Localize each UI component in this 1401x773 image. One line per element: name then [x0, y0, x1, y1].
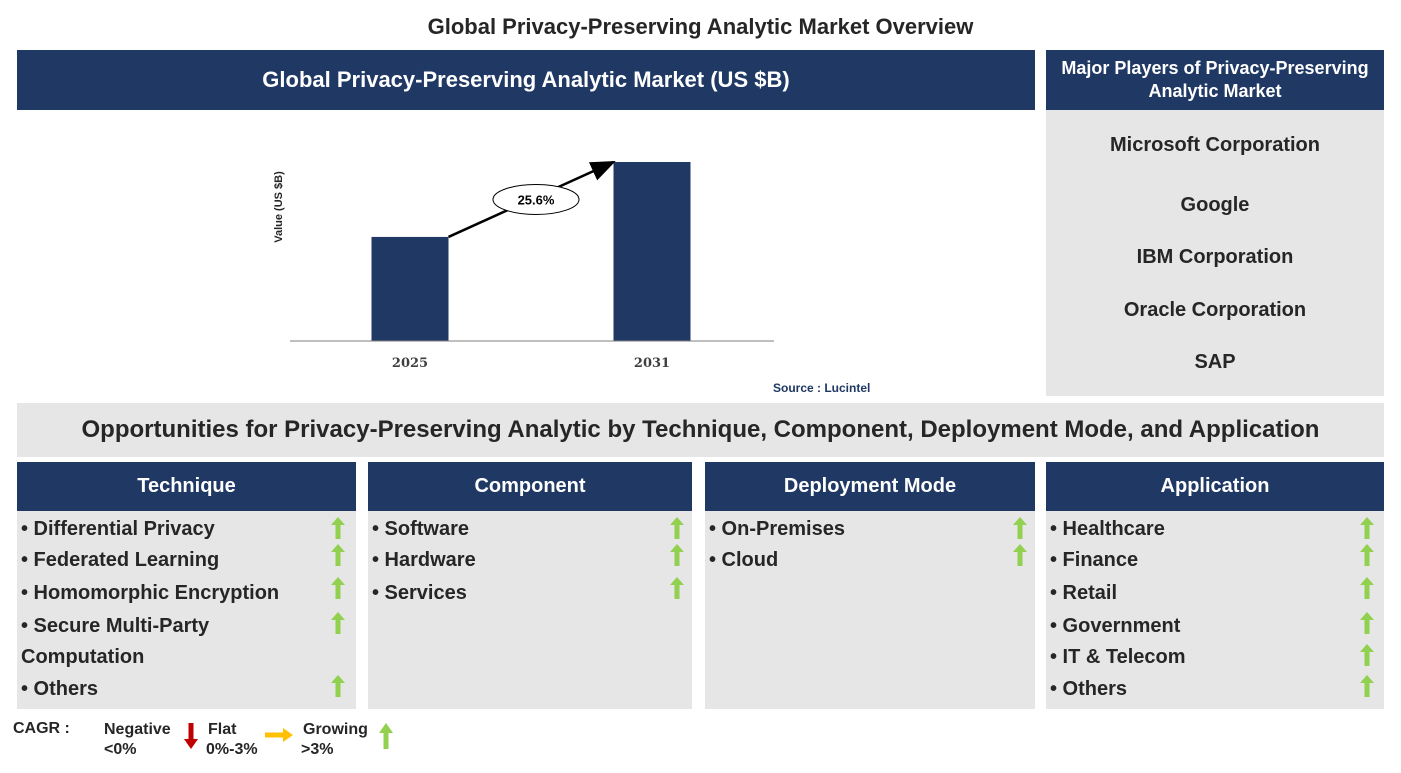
players-header: Major Players of Privacy-Preserving Anal…	[1046, 50, 1384, 110]
x-tick-label: 2031	[634, 356, 670, 371]
cagr-label: 25.6%	[518, 192, 555, 207]
y-axis-label: Value (US $B)	[273, 171, 285, 243]
segment-body-deployment-mode: • On-Premises • Cloud	[705, 511, 1035, 709]
legend-label: CAGR :	[13, 720, 70, 737]
opportunities-title: Opportunities for Privacy-Preserving Ana…	[17, 403, 1384, 457]
bar-2025	[371, 236, 449, 341]
segment-body-component: • Software • Hardware • Services	[368, 511, 692, 709]
arrow-up-icon	[1360, 544, 1374, 566]
arrow-up-icon	[1360, 644, 1374, 666]
player-item: IBM Corporation	[1136, 246, 1294, 268]
segment-item: • Government	[1050, 615, 1181, 637]
legend-negative-range: <0%	[104, 741, 137, 758]
segment-header-component: Component	[368, 462, 692, 511]
segment-item: • Retail	[1050, 582, 1118, 604]
arrow-up-icon	[1360, 577, 1374, 599]
arrow-up-icon	[1360, 612, 1374, 634]
arrow-up-icon	[331, 612, 345, 634]
segment-item: • Software	[372, 518, 470, 540]
legend-flat-title: Flat	[208, 721, 237, 738]
legend-negative-title: Negative	[104, 721, 171, 738]
segment-body-application: • Healthcare • Finance • Retail • Govern…	[1046, 511, 1384, 709]
market-chart: Value (US $B) 25.6% 2025 2031	[273, 160, 774, 371]
arrow-up-icon	[1360, 675, 1374, 697]
legend-growing-range: >3%	[301, 741, 334, 758]
arrow-up-icon	[1013, 544, 1027, 566]
arrow-up-icon	[670, 517, 684, 539]
segment-item: • Secure Multi-Party Computation	[21, 615, 210, 668]
bar-2031	[613, 162, 691, 341]
segment-item: • On-Premises	[709, 518, 845, 540]
segment-header-deployment-mode: Deployment Mode	[705, 462, 1035, 511]
segment-item: • Cloud	[709, 549, 779, 571]
cagr-ellipse	[492, 183, 580, 215]
segment-item: • IT & Telecom	[1050, 646, 1186, 668]
segment-item: • Homomorphic Encryption	[21, 582, 280, 604]
segment-header-technique: Technique	[17, 462, 356, 511]
arrow-up-icon	[331, 517, 345, 539]
arrow-up-icon	[331, 675, 345, 697]
players-panel: Microsoft Corporation Google IBM Corpora…	[1046, 110, 1384, 396]
segment-item: • Healthcare	[1050, 518, 1165, 540]
segment-item: • Hardware	[372, 549, 476, 571]
arrow-up-icon	[670, 577, 684, 599]
arrow-up-icon	[1013, 517, 1027, 539]
player-item: SAP	[1194, 351, 1236, 373]
chart-source: Source : Lucintel	[773, 381, 871, 395]
segment-item: • Services	[372, 582, 467, 604]
segment-item: • Differential Privacy	[21, 518, 215, 540]
x-tick-label: 2025	[392, 356, 428, 371]
segment-item: • Others	[1050, 678, 1128, 700]
legend-flat-range: 0%-3%	[206, 741, 258, 758]
segment-header-application: Application	[1046, 462, 1384, 511]
player-item: Microsoft Corporation	[1110, 134, 1320, 156]
player-item: Oracle Corporation	[1123, 299, 1307, 321]
segment-item: • Federated Learning	[21, 549, 220, 571]
page-title: Global Privacy-Preserving Analytic Marke…	[427, 14, 974, 39]
arrow-up-icon	[379, 723, 393, 749]
arrow-up-icon	[670, 544, 684, 566]
arrow-right-icon	[265, 728, 293, 742]
arrow-up-icon	[331, 577, 345, 599]
arrow-up-icon	[1360, 517, 1374, 539]
arrow-down-icon	[184, 723, 198, 749]
player-item: Google	[1180, 194, 1250, 216]
segment-item: • Finance	[1050, 549, 1139, 571]
chart-header: Global Privacy-Preserving Analytic Marke…	[17, 50, 1035, 110]
legend-growing-title: Growing	[303, 721, 368, 738]
arrow-up-icon	[331, 544, 345, 566]
segment-item: • Others	[21, 678, 99, 700]
segment-body-technique: • Differential Privacy • Federated Learn…	[17, 511, 356, 709]
